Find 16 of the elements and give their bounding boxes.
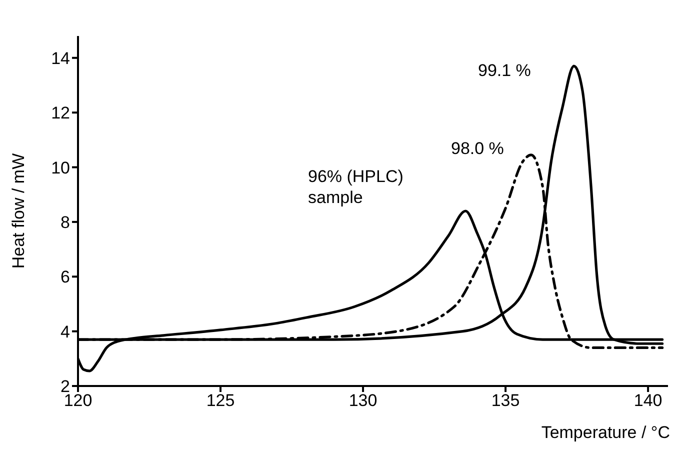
x-tick-label: 140 xyxy=(634,391,662,410)
y-tick-label: 8 xyxy=(60,212,70,232)
annotation: 96% (HPLC) sample xyxy=(308,166,404,208)
y-tick-label: 6 xyxy=(60,268,70,287)
annotation: 99.1 % xyxy=(478,60,531,81)
y-tick-label: 12 xyxy=(51,104,70,123)
y-tick-label: 14 xyxy=(51,48,70,68)
annotation: 98.0 % xyxy=(451,138,504,159)
x-tick-label: 135 xyxy=(491,391,520,410)
y-axis-title: Heat flow / mW xyxy=(9,153,28,269)
x-tick-label: 120 xyxy=(64,391,92,410)
x-axis-title: Temperature / °C xyxy=(541,423,670,442)
y-tick-label: 4 xyxy=(60,322,70,342)
x-tick-label: 130 xyxy=(348,391,378,410)
x-tick-label: 125 xyxy=(206,391,235,410)
y-tick-label: 10 xyxy=(51,158,70,178)
